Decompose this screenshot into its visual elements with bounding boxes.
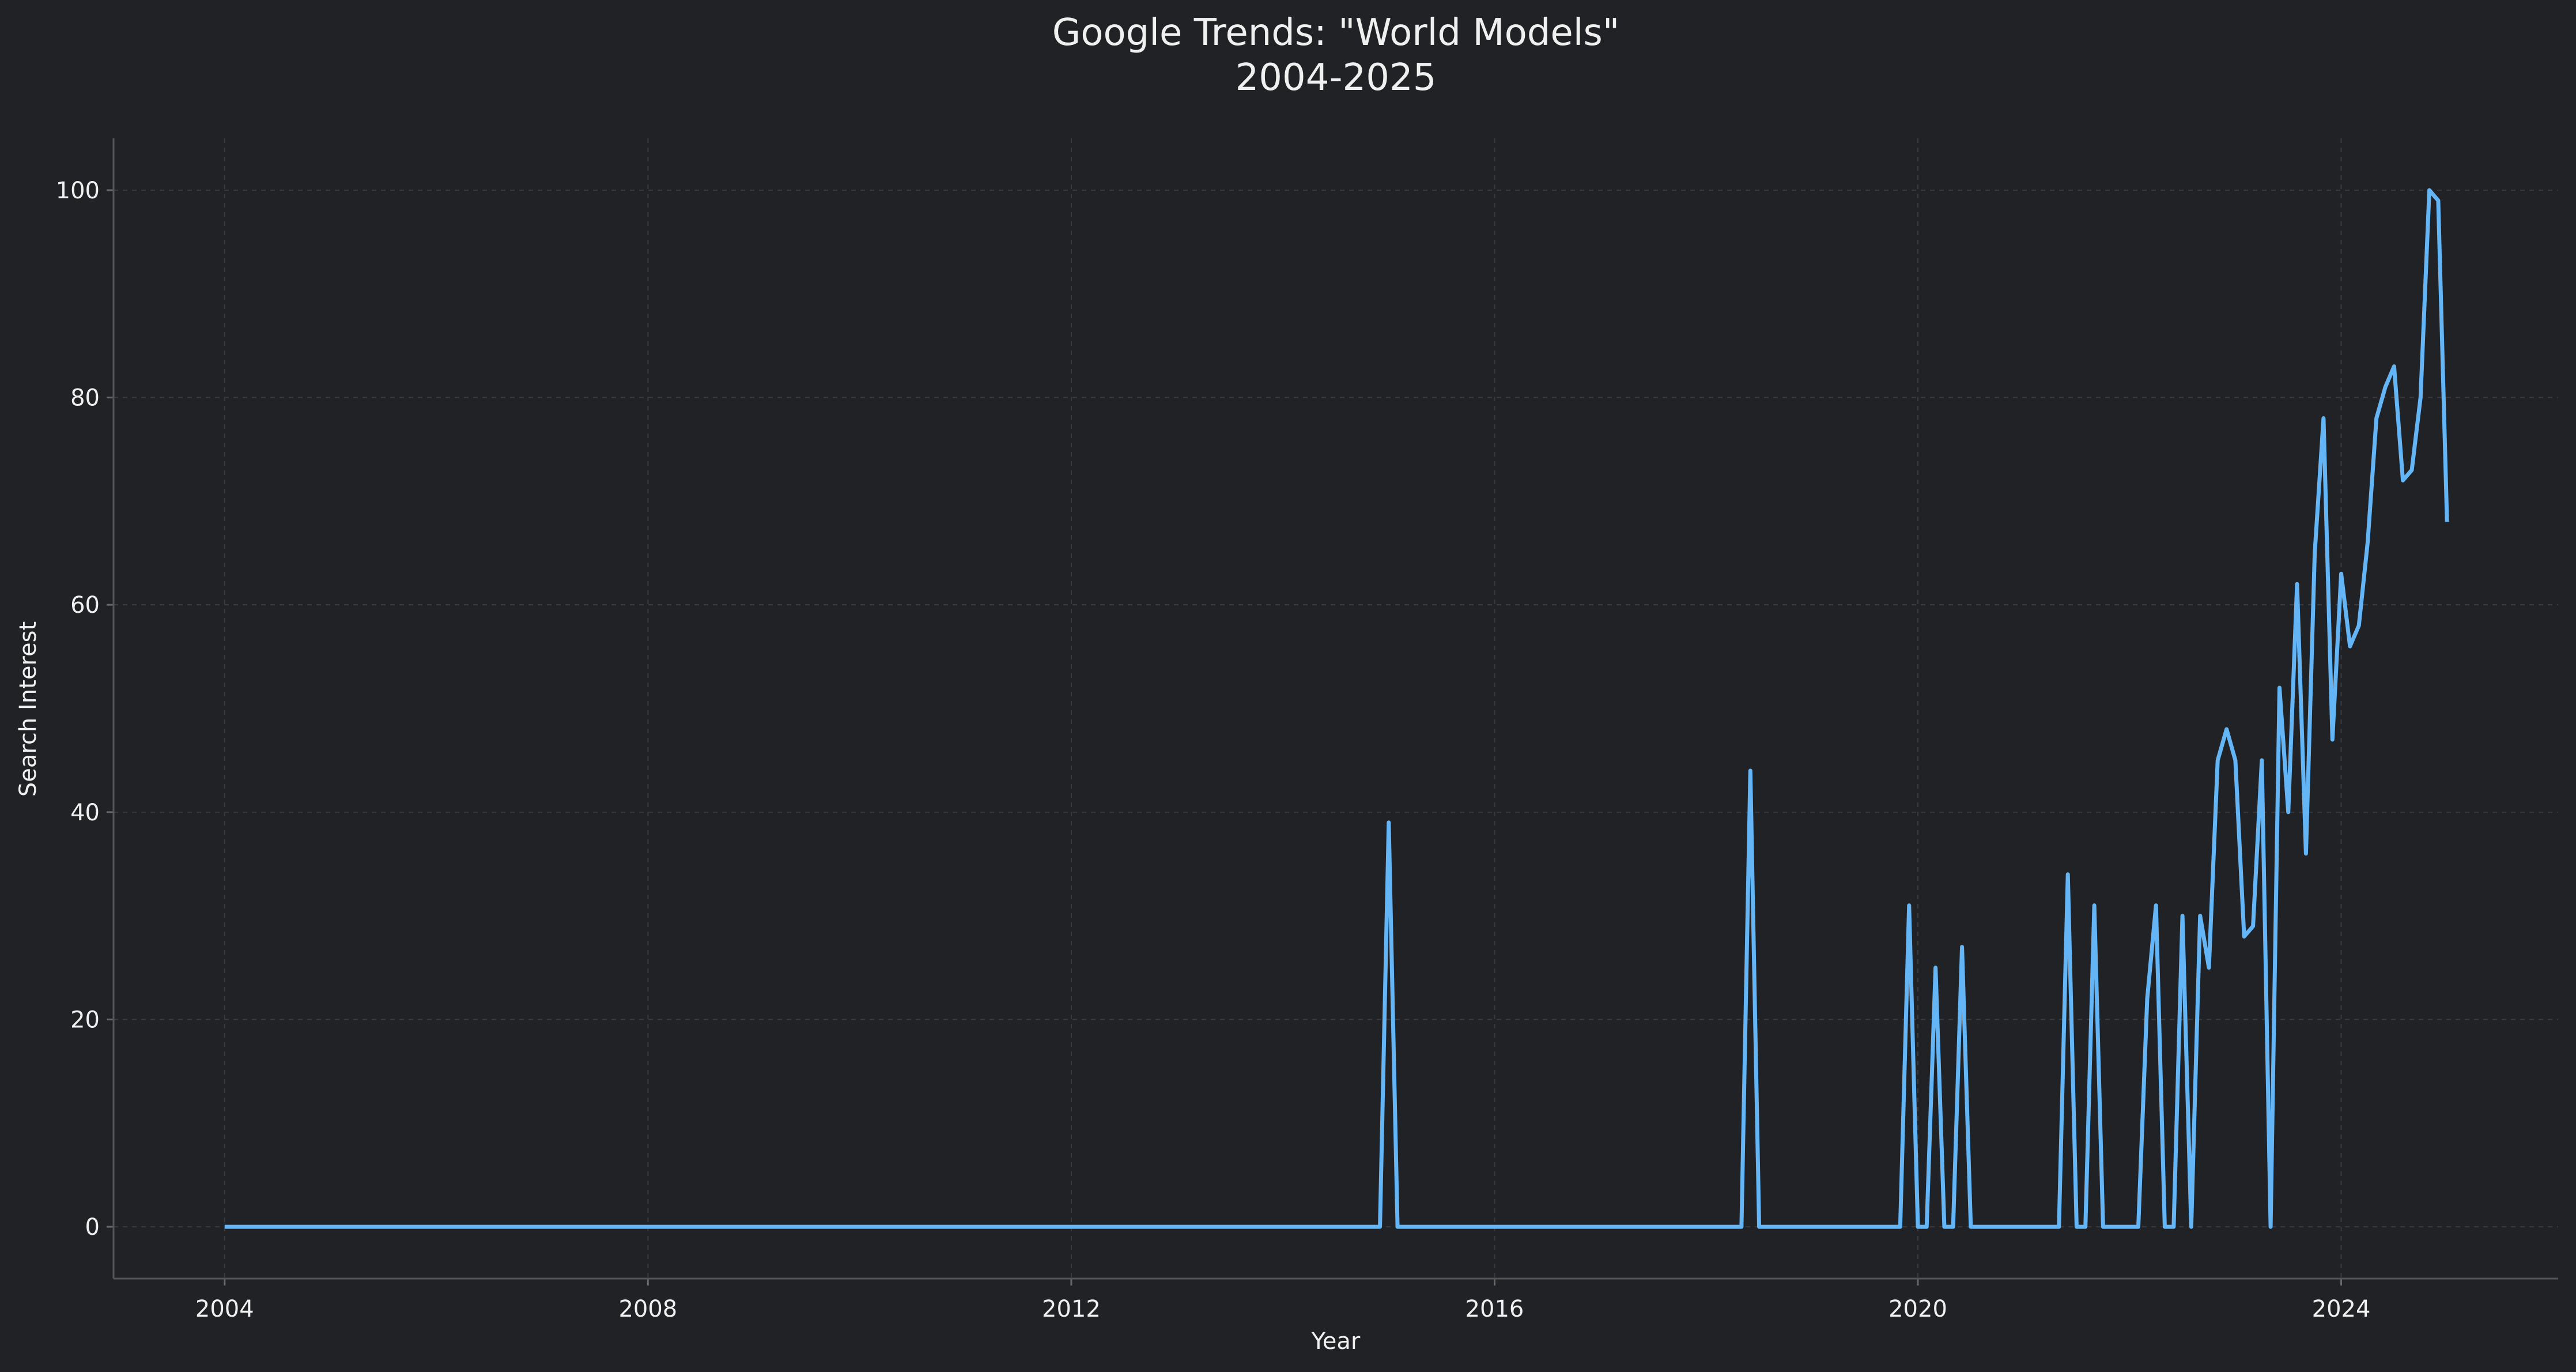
y-tick-label: 40 bbox=[70, 800, 100, 826]
chart-subtitle: 2004-2025 bbox=[1236, 56, 1437, 99]
y-axis-label: Search Interest bbox=[15, 621, 41, 797]
y-tick-label: 80 bbox=[70, 385, 100, 412]
y-tick-label: 20 bbox=[70, 1007, 100, 1033]
data-line bbox=[224, 188, 2449, 1229]
y-tick-label: 100 bbox=[56, 178, 100, 204]
x-tick-label: 2020 bbox=[1888, 1296, 1947, 1322]
x-tick-label: 2012 bbox=[1042, 1296, 1101, 1322]
x-tick-label: 2008 bbox=[618, 1296, 677, 1322]
x-axis-label: Year bbox=[1311, 1328, 1361, 1355]
x-tick-label: 2004 bbox=[195, 1296, 254, 1322]
y-tick-label: 60 bbox=[70, 592, 100, 619]
x-tick-label: 2016 bbox=[1465, 1296, 1524, 1322]
y-tick-label: 0 bbox=[85, 1214, 100, 1241]
chart-title: Google Trends: "World Models" bbox=[1052, 12, 1620, 54]
x-tick-label: 2024 bbox=[2312, 1296, 2371, 1322]
